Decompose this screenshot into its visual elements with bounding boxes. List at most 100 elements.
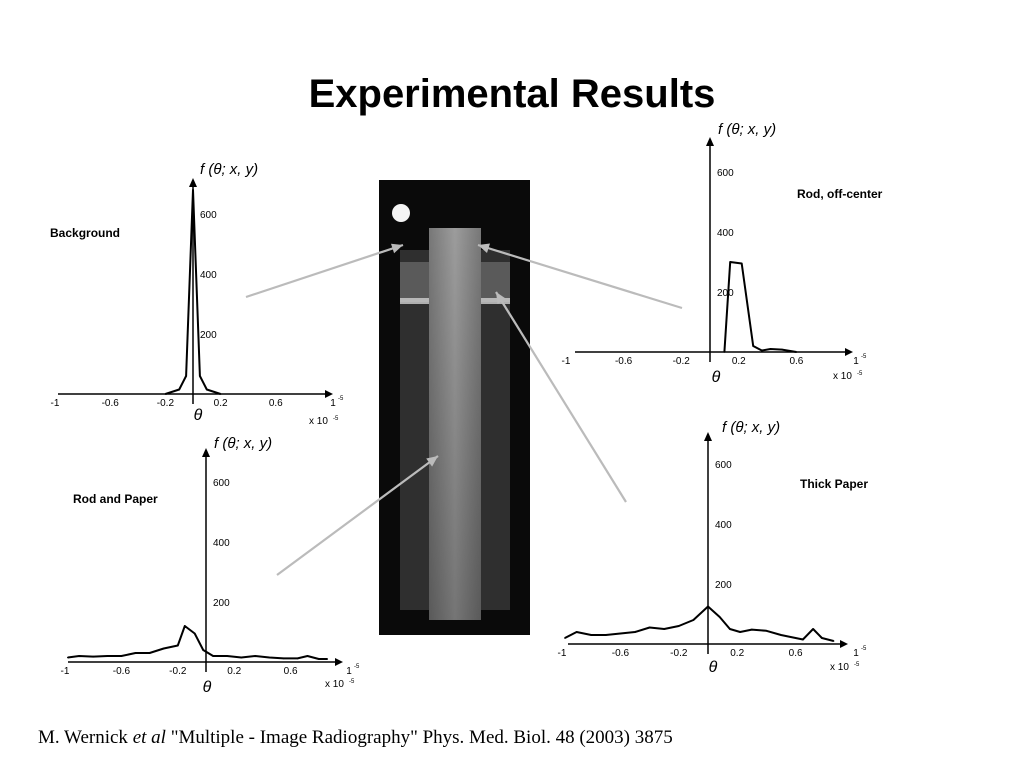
data-point: [723, 351, 726, 353]
data-point: [219, 393, 222, 395]
y-tick-label: 400: [715, 520, 732, 531]
x-axis-arrow: [840, 640, 848, 648]
x-tick-label: -1: [558, 648, 567, 659]
x-multiplier-exponent: -5: [333, 416, 339, 422]
x-axis-arrow: [325, 390, 333, 398]
x-tick-label: 0.2: [214, 398, 228, 409]
x-axis-arrow: [845, 348, 853, 356]
x-tick-exponent: -5: [338, 396, 344, 402]
connector-line: [477, 243, 683, 310]
data-point: [92, 655, 94, 658]
y-axis-label: f (θ; x, y): [214, 435, 272, 452]
data-point: [318, 658, 320, 660]
x-tick-label: -0.2: [157, 398, 175, 409]
citation-etal: et al: [132, 727, 166, 748]
connector-line: [276, 455, 439, 576]
data-point: [326, 658, 329, 660]
data-point: [296, 657, 299, 660]
x-tick-label: -0.6: [615, 356, 633, 367]
data-point: [306, 655, 309, 657]
x-axis-label: θ: [194, 407, 203, 424]
data-point: [134, 652, 137, 654]
data-point: [634, 631, 636, 633]
y-tick-label: 600: [715, 460, 732, 471]
y-axis-label: f (θ; x, y): [718, 121, 776, 138]
x-tick-label: -0.6: [102, 398, 120, 409]
x-multiplier-exponent: -5: [854, 662, 860, 668]
y-tick-label: 600: [200, 210, 217, 221]
x-multiplier-exponent: -5: [349, 679, 355, 685]
x-tick-exponent: -5: [861, 354, 867, 360]
data-point: [678, 625, 680, 627]
chart-title: Rod and Paper: [73, 492, 158, 506]
data-point: [795, 351, 798, 353]
data-point: [832, 640, 835, 642]
x-tick-label: -0.2: [670, 648, 688, 659]
y-tick-label: 200: [213, 598, 230, 609]
citation-rest: "Multiple - Image Radiography" Phys. Med…: [165, 727, 673, 748]
x-axis-label: θ: [709, 659, 718, 676]
data-point: [254, 655, 257, 657]
x-axis-multiplier: x 10: [309, 416, 328, 427]
x-axis-multiplier: x 10: [325, 679, 344, 690]
data-point: [751, 628, 753, 631]
data-point: [148, 652, 151, 654]
data-point: [193, 632, 196, 635]
data-point: [67, 656, 69, 659]
data-point: [781, 348, 783, 351]
chart-title: Rod, off-center: [797, 187, 883, 201]
data-point: [282, 657, 285, 660]
data-point: [240, 656, 243, 659]
x-tick-label: -0.2: [169, 666, 187, 677]
y-tick-label: 200: [200, 330, 217, 341]
data-point: [185, 375, 187, 377]
citation: M. Wernick et al "Multiple - Image Radio…: [38, 727, 673, 749]
y-axis-arrow: [706, 137, 714, 146]
x-multiplier-exponent: -5: [857, 371, 863, 377]
data-point: [206, 388, 208, 391]
x-tick-label: 1: [346, 666, 352, 677]
y-tick-label: 400: [717, 228, 734, 239]
y-tick-label: 200: [717, 288, 734, 299]
data-point: [564, 637, 566, 639]
data-point: [590, 634, 592, 636]
x-tick-label: 1: [853, 648, 859, 659]
connector-line: [245, 243, 404, 299]
y-tick-label: 400: [200, 270, 217, 281]
data-point: [120, 655, 123, 657]
data-point: [575, 631, 578, 633]
y-axis-label: f (θ; x, y): [722, 419, 780, 436]
x-axis-label: θ: [203, 679, 212, 696]
citation-author: M. Wernick: [38, 727, 133, 748]
y-tick-label: 200: [715, 580, 732, 591]
series-line: [564, 605, 834, 642]
data-point: [802, 638, 804, 641]
x-tick-label: 0.2: [227, 666, 241, 677]
xray-image: [379, 180, 530, 635]
y-tick-label: 400: [213, 538, 230, 549]
data-point: [212, 655, 214, 657]
x-tick-label: 0.6: [284, 666, 298, 677]
x-tick-label: -0.6: [113, 666, 131, 677]
data-point: [648, 626, 651, 629]
x-tick-label: -0.2: [673, 356, 691, 367]
data-point: [761, 349, 763, 352]
data-point: [106, 655, 109, 657]
x-axis-arrow: [335, 658, 343, 666]
data-point: [162, 647, 165, 650]
y-axis-arrow: [704, 432, 712, 441]
y-tick-label: 600: [213, 478, 230, 489]
connector-arrowhead: [496, 292, 506, 304]
x-tick-exponent: -5: [861, 646, 867, 652]
data-point: [78, 655, 80, 657]
data-point: [202, 649, 204, 651]
data-point: [164, 393, 167, 395]
y-axis-arrow: [189, 178, 197, 187]
data-point: [605, 634, 607, 636]
data-point: [707, 605, 709, 608]
chart-title: Background: [50, 226, 120, 240]
